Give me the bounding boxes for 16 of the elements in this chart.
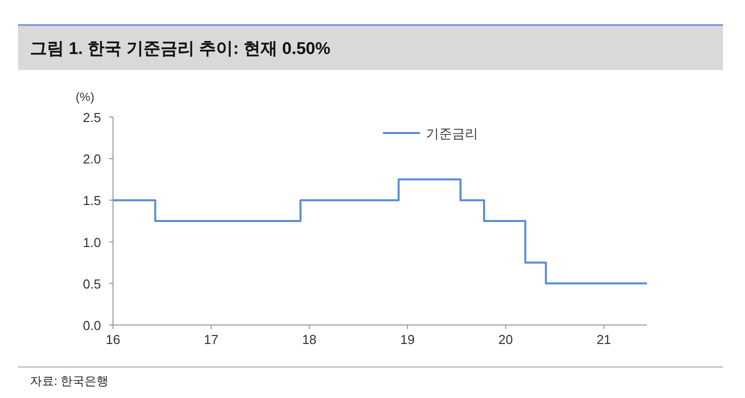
x-tick-label: 17 bbox=[204, 332, 218, 347]
legend-label: 기준금리 bbox=[426, 126, 478, 141]
x-tick-label: 20 bbox=[498, 332, 513, 347]
y-tick-label: 0.5 bbox=[82, 276, 101, 292]
y-tick-label: 1.0 bbox=[82, 234, 101, 250]
y-tick-label: 2.5 bbox=[82, 110, 101, 125]
y-tick-label: 0.0 bbox=[82, 318, 101, 333]
y-axis-title: (%) bbox=[76, 90, 94, 104]
x-tick-label: 21 bbox=[596, 332, 612, 347]
x-tick-label: 18 bbox=[302, 332, 317, 347]
y-tick-label: 2.0 bbox=[82, 152, 101, 167]
y-tick-label: 1.5 bbox=[82, 193, 101, 208]
x-tick-label: 19 bbox=[400, 332, 415, 347]
chart-title: 그림 1. 한국 기준금리 추이: 현재 0.50% bbox=[30, 39, 330, 58]
x-tick-label: 16 bbox=[106, 332, 120, 347]
text: 자료: 한국은행 bbox=[30, 374, 109, 388]
